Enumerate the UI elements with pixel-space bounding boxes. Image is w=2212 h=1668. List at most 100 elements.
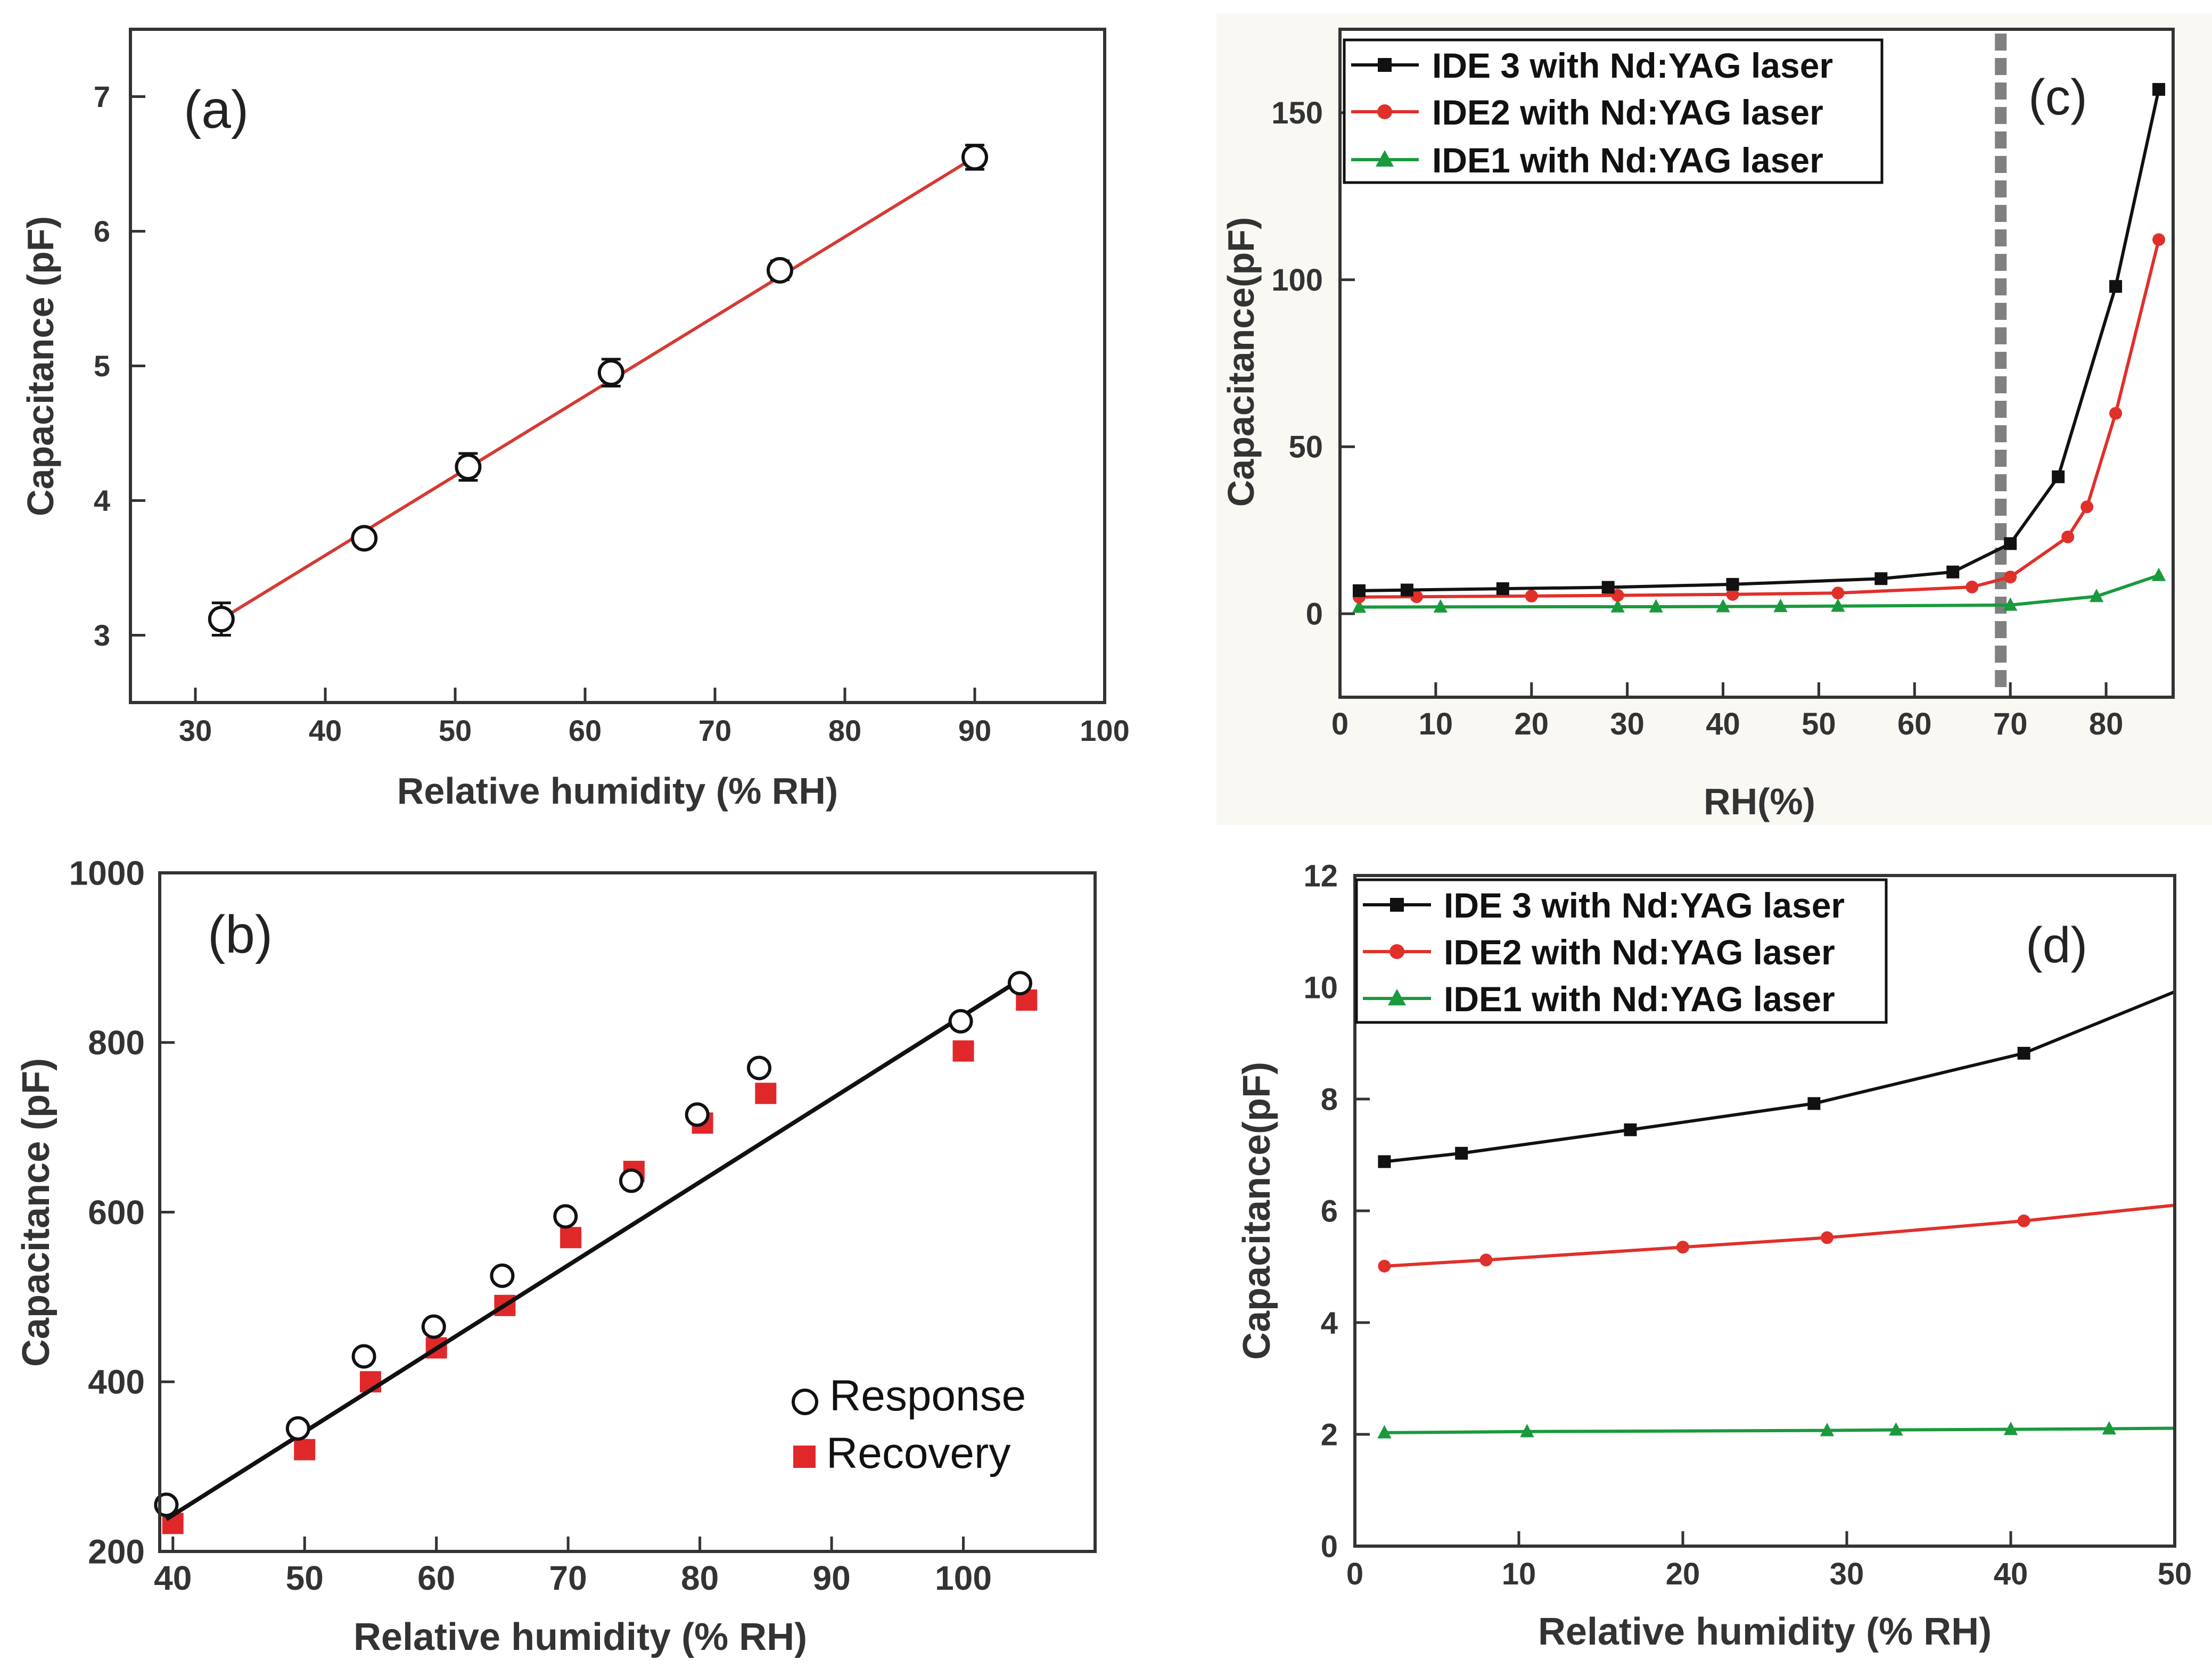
series-point bbox=[2102, 1421, 2116, 1435]
panel-c-x-tick-label: 60 bbox=[1897, 707, 1932, 741]
series-point bbox=[2003, 597, 2018, 611]
panel-c-legend-ide3-label: IDE 3 with Nd:YAG laser bbox=[1432, 46, 1833, 85]
series-point bbox=[2152, 233, 2166, 246]
panel-d-y-tick-label: 6 bbox=[1321, 1194, 1338, 1228]
panel-a-label: (a) bbox=[184, 80, 249, 139]
panel-d-y-tick-label: 2 bbox=[1321, 1417, 1338, 1452]
data-point bbox=[597, 359, 624, 386]
panel-b-label: (b) bbox=[208, 905, 273, 964]
response-point bbox=[685, 1102, 710, 1127]
series-point bbox=[1400, 583, 1413, 597]
series-line bbox=[1384, 1203, 2175, 1268]
panel-d-x-tick-label: 10 bbox=[1502, 1557, 1536, 1591]
panel-b-y-axis-title: Capacitance (pF) bbox=[15, 1058, 57, 1367]
panel-d-y-tick-label: 12 bbox=[1303, 858, 1338, 893]
panel-c-x-tick-label: 30 bbox=[1610, 707, 1644, 741]
panel-c-x-tick-label: 10 bbox=[1419, 707, 1453, 741]
series-point bbox=[2004, 571, 2017, 584]
panel-c-y-tick-label: 100 bbox=[1271, 263, 1323, 298]
panel-b-x-tick-label: 50 bbox=[286, 1559, 324, 1597]
legend-recovery-label: Recovery bbox=[826, 1429, 1010, 1477]
response-point bbox=[490, 1264, 515, 1289]
panel-b-x-axis-title: Relative humidity (% RH) bbox=[353, 1616, 807, 1658]
series-point bbox=[2052, 470, 2065, 483]
series-point bbox=[1433, 599, 1448, 613]
panel-b-x-tick-label: 90 bbox=[812, 1559, 850, 1597]
response-point bbox=[351, 1344, 376, 1369]
series-point bbox=[2003, 1422, 2018, 1435]
series-point bbox=[1773, 598, 1788, 613]
panel-c-y-tick-label: 150 bbox=[1271, 96, 1323, 130]
panel-c-x-tick-label: 80 bbox=[2089, 707, 2124, 741]
panel-c-legend-ide3-marker bbox=[1378, 58, 1392, 72]
panel-d-x-axis-title: Relative humidity (% RH) bbox=[1538, 1611, 1992, 1653]
series-point bbox=[1378, 1155, 1391, 1168]
series-point bbox=[2109, 407, 2123, 420]
series-point bbox=[2017, 1214, 2030, 1227]
panel-d-x-tick-label: 0 bbox=[1346, 1557, 1363, 1591]
panel-b-x-tick-label: 60 bbox=[417, 1559, 455, 1597]
series-line bbox=[1359, 239, 2160, 599]
panel-d-legend-ide3-marker bbox=[1390, 898, 1404, 912]
series-point bbox=[1874, 572, 1888, 585]
panel-a-y-tick-label: 4 bbox=[94, 484, 110, 517]
panel-c-label: (c) bbox=[2028, 69, 2087, 126]
series-point bbox=[2081, 500, 2094, 514]
panel-c-marks: 0 10 20 30 40 50 60 70 80 0 50 100 150 bbox=[1271, 34, 2166, 741]
fit-line bbox=[220, 155, 976, 621]
panel-b-y-tick-label: 600 bbox=[88, 1193, 145, 1232]
panel-c-x-tick-label: 50 bbox=[1802, 707, 1836, 741]
panel-d-legend: IDE 3 with Nd:YAG laser IDE2 with Nd:YAG… bbox=[1355, 878, 1888, 1024]
series-point bbox=[1352, 584, 1366, 597]
panel-a-y-tick-label: 6 bbox=[94, 214, 110, 248]
panel-a-marks: 30 40 50 60 70 80 90 100 3 4 5 6 7 bbox=[94, 80, 1130, 747]
panel-b: 40 50 60 70 80 90 100 200 400 600 800 1000 (b) Rela… bbox=[15, 854, 1097, 1658]
panel-c-x-tick-label: 70 bbox=[1993, 707, 2028, 741]
response-point bbox=[1007, 971, 1032, 996]
series-point bbox=[1831, 598, 1845, 612]
series-line bbox=[1359, 574, 2159, 609]
series-point bbox=[2017, 1046, 2030, 1060]
data-point bbox=[208, 606, 235, 633]
recovery-point bbox=[294, 1439, 316, 1460]
panel-d-y-axis-title: Capacitance(pF) bbox=[1236, 1062, 1278, 1360]
panel-d-x-tick-label: 40 bbox=[1994, 1557, 2028, 1591]
series-point bbox=[1831, 587, 1845, 600]
panel-c-legend: IDE 3 with Nd:YAG laser IDE2 with Nd:YAG… bbox=[1343, 38, 1884, 184]
panel-a-y-tick-label: 7 bbox=[94, 80, 110, 113]
panel-b-x-tick-label: 70 bbox=[549, 1559, 587, 1597]
response-point bbox=[553, 1204, 578, 1229]
panel-a-x-tick-label: 60 bbox=[569, 714, 602, 747]
series-point bbox=[1889, 1422, 1903, 1436]
series-point bbox=[1525, 589, 1538, 602]
panel-a-x-tick-label: 80 bbox=[828, 714, 861, 747]
panel-b-x-tick-label: 40 bbox=[154, 1559, 192, 1597]
series-point bbox=[1807, 1097, 1821, 1110]
panel-d-y-tick-label: 10 bbox=[1303, 970, 1338, 1005]
panel-b-x-tick-label: 100 bbox=[935, 1559, 992, 1597]
series-point bbox=[1378, 1259, 1391, 1273]
series-point bbox=[2004, 537, 2017, 550]
series-point bbox=[1352, 599, 1367, 613]
series-point bbox=[1821, 1231, 1834, 1244]
panel-c-x-tick-label: 20 bbox=[1515, 707, 1549, 741]
series-point bbox=[1377, 1425, 1392, 1439]
series-point bbox=[2151, 567, 2166, 581]
panel-c-legend-ide1-label: IDE1 with Nd:YAG laser bbox=[1432, 141, 1823, 180]
panel-c-x-tick-label: 0 bbox=[1331, 707, 1348, 741]
data-point bbox=[961, 144, 988, 171]
series-point bbox=[1624, 1123, 1637, 1136]
panel-d-y-tick-label: 4 bbox=[1321, 1306, 1338, 1340]
series-point bbox=[1716, 599, 1730, 613]
panel-d-legend-ide1-label: IDE1 with Nd:YAG laser bbox=[1444, 979, 1835, 1019]
panel-d-label: (d) bbox=[2026, 917, 2087, 973]
panel-d-legend-ide2-label: IDE2 with Nd:YAG laser bbox=[1444, 932, 1835, 972]
series-point bbox=[1649, 599, 1663, 613]
data-point bbox=[351, 525, 378, 552]
response-point bbox=[421, 1314, 446, 1339]
panel-b-x-tick-label: 80 bbox=[681, 1559, 719, 1597]
recovery-point bbox=[952, 1040, 974, 1062]
panel-c-frame bbox=[1338, 28, 2175, 699]
panel-b-y-tick-label: 200 bbox=[88, 1532, 145, 1571]
panel-a-x-tick-label: 90 bbox=[958, 714, 991, 747]
